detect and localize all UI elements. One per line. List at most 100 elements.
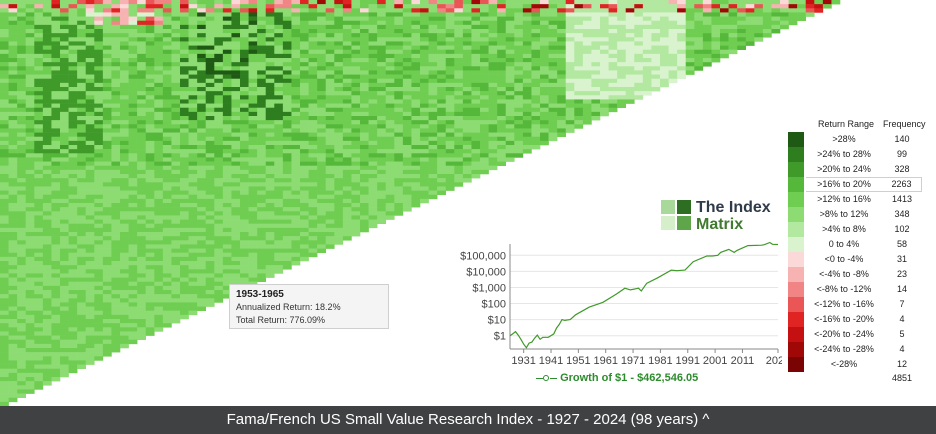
- legend-row[interactable]: <-24% to -28% 4: [788, 342, 930, 357]
- tooltip-period: 1953-1965: [236, 289, 284, 300]
- legend-range: <-16% to -20%: [814, 314, 874, 324]
- legend-swatch: [788, 207, 804, 222]
- legend-swatch: [788, 342, 804, 357]
- tooltip-total: Total Return: 776.09%: [236, 315, 326, 325]
- x-tick-label: 1981: [648, 355, 672, 367]
- growth-line: [509, 241, 779, 349]
- legend-range: >4% to 8%: [822, 224, 866, 234]
- legend-swatch: [788, 132, 804, 147]
- legend-range: <-8% to -12%: [816, 284, 872, 294]
- legend-frequency: 31: [896, 254, 907, 264]
- legend-frequency: 4: [899, 314, 905, 324]
- y-tick-label: $1: [494, 331, 506, 343]
- legend-swatch: [788, 327, 804, 342]
- x-tick-label: 2024: [766, 355, 782, 367]
- legend-swatch: [788, 252, 804, 267]
- legend-row[interactable]: >4% to 8% 102: [788, 222, 930, 237]
- legend-row[interactable]: <0 to -4% 31: [788, 252, 930, 267]
- legend-header-range: Return Range: [818, 119, 875, 129]
- legend-row[interactable]: >12% to 16% 1413: [788, 192, 930, 207]
- legend-frequency: 140: [894, 134, 910, 144]
- legend-swatch: [788, 357, 804, 372]
- legend-swatch: [788, 237, 804, 252]
- legend-range: <-28%: [830, 359, 858, 369]
- legend-range: >12% to 16%: [817, 194, 871, 204]
- legend-range: >8% to 12%: [819, 209, 869, 219]
- legend-row[interactable]: <-28% 12: [788, 357, 930, 372]
- legend-frequency: 2263: [882, 177, 922, 192]
- logo-line1: The Index: [696, 199, 771, 216]
- legend-row[interactable]: <-16% to -20% 4: [788, 312, 930, 327]
- legend-swatch: [788, 222, 804, 237]
- x-tick-label: 1931: [511, 355, 535, 367]
- legend-row[interactable]: <-8% to -12% 14: [788, 282, 930, 297]
- index-matrix-logo: The Index Matrix: [661, 199, 781, 234]
- x-tick-label: 2011: [731, 355, 755, 367]
- legend-range: <-4% to -8%: [819, 269, 869, 279]
- legend-range: >16% to 20%: [806, 177, 882, 192]
- legend-row[interactable]: >20% to 24% 328: [788, 162, 930, 177]
- legend-swatch: [788, 162, 804, 177]
- legend-row[interactable]: <-4% to -8% 23: [788, 267, 930, 282]
- legend-total: 4851: [891, 373, 913, 383]
- growth-legend-label: Growth of $1 - $462,546.05: [560, 372, 699, 384]
- legend-row[interactable]: >28% 140: [788, 132, 930, 147]
- legend-range: <-24% to -28%: [814, 344, 874, 354]
- legend-range: >20% to 24%: [817, 164, 871, 174]
- legend-row[interactable]: >24% to 28% 99: [788, 147, 930, 162]
- y-tick-label: $10,000: [466, 266, 506, 278]
- x-tick-label: 1971: [621, 355, 645, 367]
- return-matrix[interactable]: [0, 0, 936, 406]
- legend-frequency: 4: [899, 344, 905, 354]
- y-tick-label: $10: [488, 315, 506, 327]
- legend-frequency: 102: [894, 224, 910, 234]
- legend-range: 0 to 4%: [828, 239, 860, 249]
- legend-range: >28%: [832, 134, 856, 144]
- legend-frequency: 5: [899, 329, 905, 339]
- x-tick-label: 1951: [566, 355, 590, 367]
- x-tick-label: 1991: [676, 355, 700, 367]
- legend-frequency: 348: [894, 209, 910, 219]
- legend-frequency: 12: [896, 359, 907, 369]
- index-title-bar[interactable]: Fama/French US Small Value Research Inde…: [0, 406, 936, 434]
- legend-range: >24% to 28%: [817, 149, 871, 159]
- legend-swatch: [788, 267, 804, 282]
- y-tick-label: $100,000: [460, 250, 506, 262]
- tooltip-annualized: Annualized Return: 18.2%: [236, 302, 341, 312]
- logo-line2: Matrix: [696, 216, 744, 233]
- legend-frequency: 23: [896, 269, 907, 279]
- x-tick-label: 1941: [539, 355, 563, 367]
- legend-frequency: 328: [894, 164, 910, 174]
- legend-frequency: 99: [896, 149, 907, 159]
- legend-range: <-20% to -24%: [814, 329, 874, 339]
- legend-frequency: 14: [896, 284, 907, 294]
- logo-squares-icon: [661, 200, 691, 230]
- legend-swatch: [788, 297, 804, 312]
- legend-swatch: [788, 192, 804, 207]
- series-marker-icon: [543, 375, 549, 382]
- legend-header-frequency: Frequency: [883, 119, 926, 129]
- legend-swatch: [788, 177, 804, 192]
- x-tick-label: 2001: [703, 355, 727, 367]
- index-title[interactable]: Fama/French US Small Value Research Inde…: [226, 411, 710, 428]
- legend-swatch: [788, 312, 804, 327]
- legend-frequency: 7: [899, 299, 905, 309]
- legend-swatch: [788, 147, 804, 162]
- y-tick-label: $1,000: [472, 282, 506, 294]
- legend-row[interactable]: 0 to 4% 58: [788, 237, 930, 252]
- legend-frequency: 58: [896, 239, 907, 249]
- legend-row[interactable]: >16% to 20% 2263: [788, 177, 930, 192]
- legend-row[interactable]: <-20% to -24% 5: [788, 327, 930, 342]
- logo-text: The Index Matrix: [696, 199, 771, 233]
- growth-legend: Growth of $1 - $462,546.05: [536, 372, 698, 384]
- matrix-tooltip: 1953-1965 Annualized Return: 18.2% Total…: [229, 284, 389, 329]
- x-tick-label: 1961: [593, 355, 617, 367]
- legend-range: <0 to -4%: [824, 254, 864, 264]
- y-tick-label: $100: [482, 299, 506, 311]
- legend-swatch: [788, 282, 804, 297]
- legend-row[interactable]: <-12% to -16% 7: [788, 297, 930, 312]
- legend-range: <-12% to -16%: [814, 299, 874, 309]
- legend-frequency: 1413: [891, 194, 913, 204]
- legend-row[interactable]: >8% to 12% 348: [788, 207, 930, 222]
